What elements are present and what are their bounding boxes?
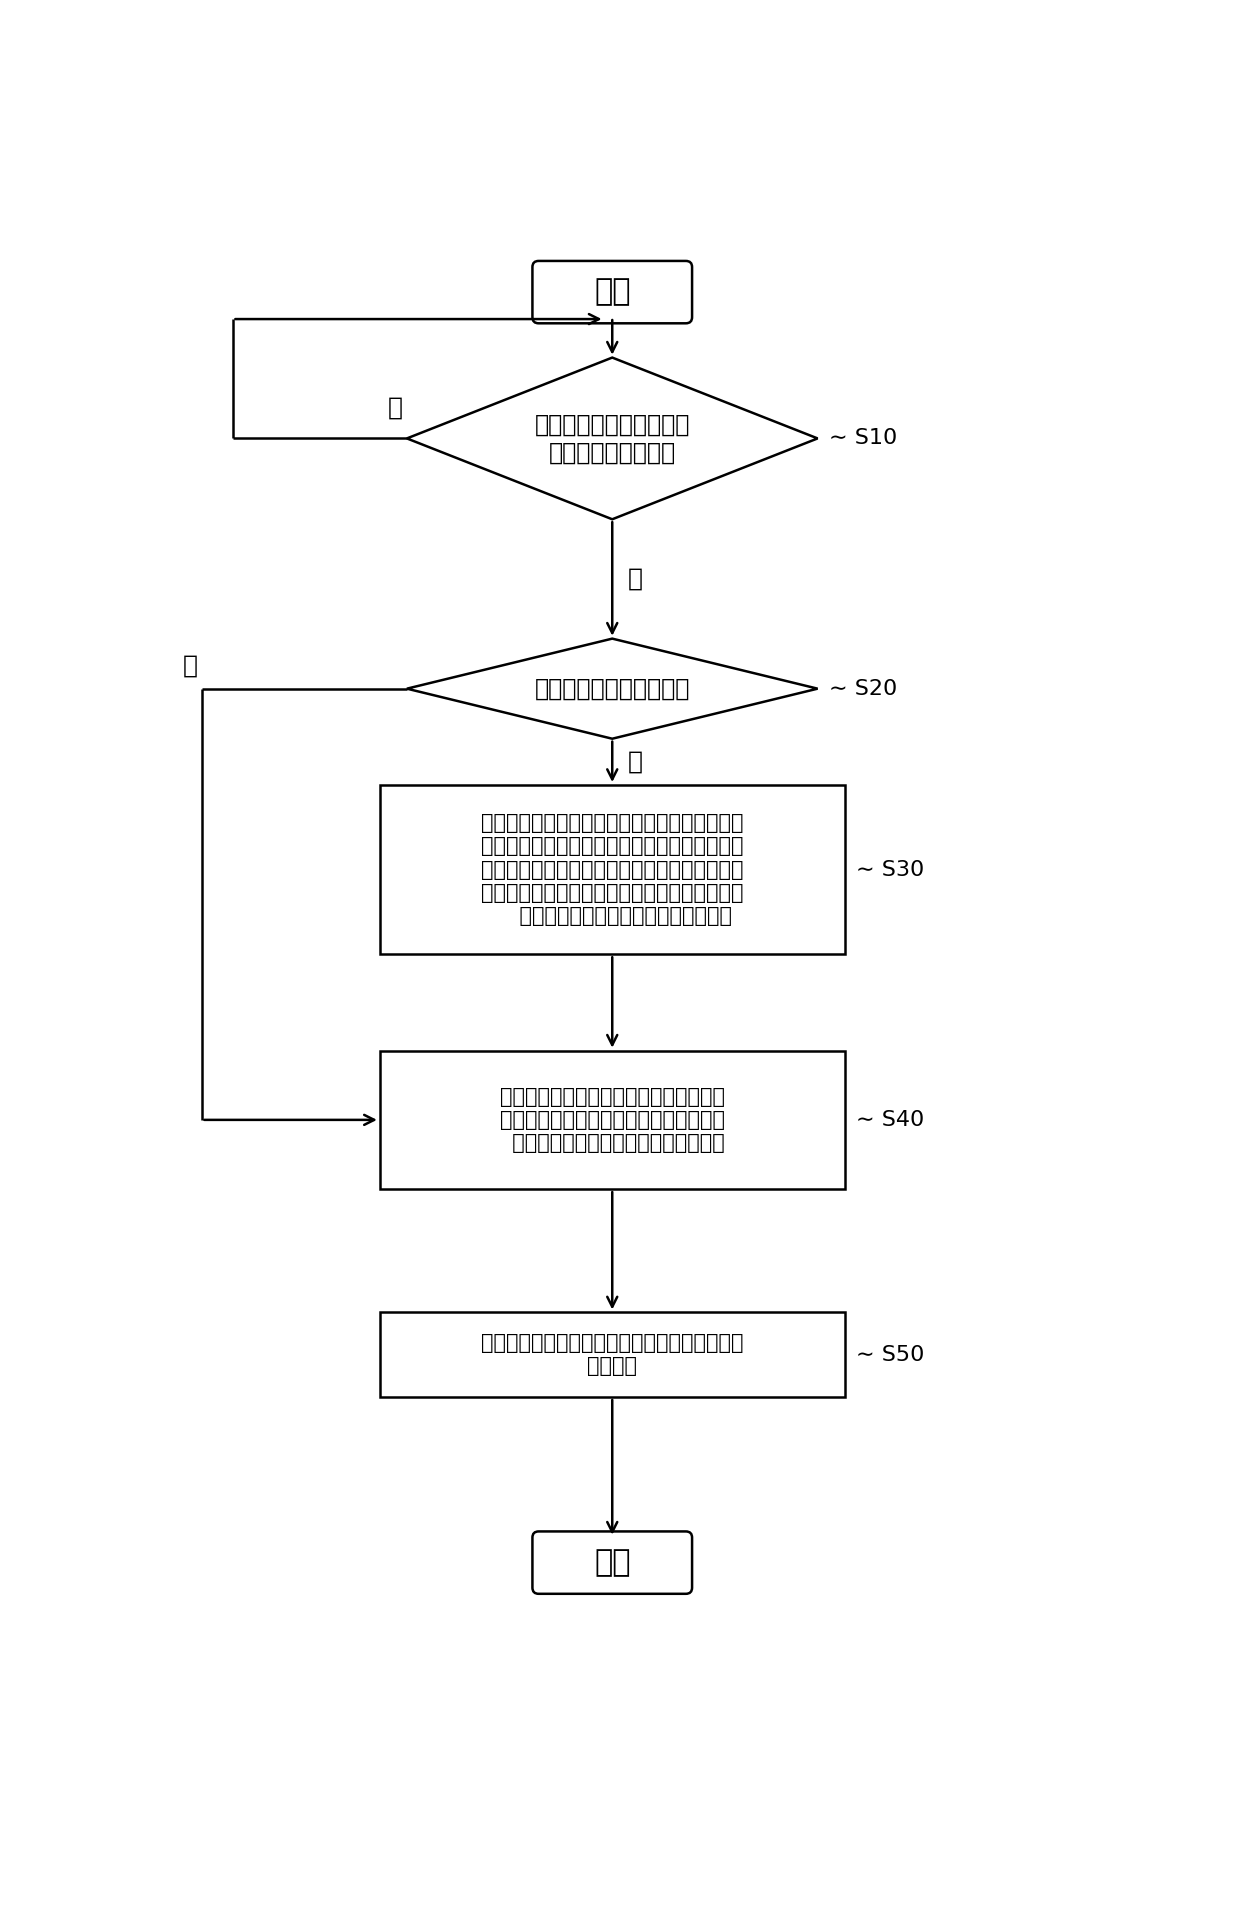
Polygon shape — [407, 638, 817, 740]
Bar — [379, 1051, 844, 1189]
Text: 净空是否小于净空阈值？: 净空是否小于净空阈值？ — [534, 676, 689, 701]
Text: ∼ S40: ∼ S40 — [857, 1110, 925, 1130]
Text: 开始: 开始 — [594, 279, 630, 307]
Text: 在下一个叶片从当前位置转入有效测量净空的角
度范围内的过程中，将下一个叶片的附加桨距角
给定值增加到预定附加桨距角给定值，以及将统
一桨距角给定值与下一个叶片的: 在下一个叶片从当前位置转入有效测量净空的角 度范围内的过程中，将下一个叶片的附加… — [481, 813, 744, 926]
Text: 否: 否 — [182, 653, 197, 676]
FancyBboxPatch shape — [532, 261, 692, 323]
Text: ∼ S10: ∼ S10 — [830, 428, 898, 448]
Bar — [379, 786, 844, 955]
FancyBboxPatch shape — [532, 1531, 692, 1594]
Text: 是: 是 — [627, 567, 642, 592]
Text: 是: 是 — [627, 749, 642, 774]
Text: ∼ S20: ∼ S20 — [830, 678, 898, 699]
Text: 否: 否 — [388, 396, 403, 419]
Text: ∼ S30: ∼ S30 — [857, 859, 925, 880]
Bar — [379, 1312, 844, 1397]
Text: 结束: 结束 — [594, 1548, 630, 1577]
Text: 在下一个叶片从当前位置转入有效测量净
空的角度范围内的过程中，将统一桨距角
  给定值作为下一个叶片的桨距角给定值: 在下一个叶片从当前位置转入有效测量净 空的角度范围内的过程中，将统一桨距角 给定… — [500, 1087, 725, 1153]
Polygon shape — [407, 357, 817, 519]
Text: 当前有叶片位于有效测量
净空的角度范围内？: 当前有叶片位于有效测量 净空的角度范围内？ — [534, 413, 689, 465]
Text: ∼ S50: ∼ S50 — [857, 1345, 925, 1364]
Text: 按照下一个叶片的桨距角给定值控制下一个叶片
进行变桨: 按照下一个叶片的桨距角给定值控制下一个叶片 进行变桨 — [481, 1333, 744, 1375]
